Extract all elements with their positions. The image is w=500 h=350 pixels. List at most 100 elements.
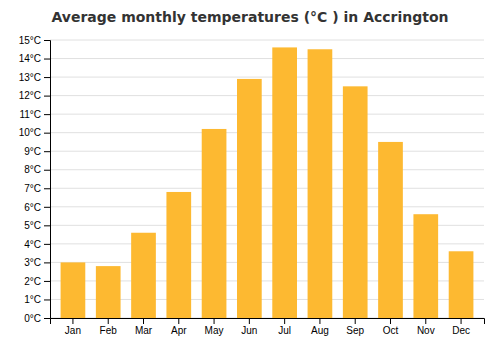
x-tick: Mar	[135, 318, 153, 336]
bars	[61, 47, 474, 318]
x-tick-mark	[108, 318, 109, 324]
y-tick: 0°C	[24, 313, 50, 324]
y-tick-mark	[44, 318, 50, 319]
y-tick-label: 5°C	[24, 220, 41, 231]
y-tick-label: 3°C	[24, 257, 41, 268]
y-tick: 3°C	[24, 257, 50, 268]
y-tick-mark	[44, 244, 50, 245]
y-tick-mark	[44, 151, 50, 152]
y-tick: 6°C	[24, 202, 50, 213]
x-tick-mark	[214, 318, 215, 324]
x-tick: Jun	[241, 318, 257, 336]
y-tick: 8°C	[24, 164, 50, 175]
grid-line	[50, 77, 484, 78]
y-tick-label: 8°C	[24, 164, 41, 175]
x-tick-label: Apr	[171, 325, 187, 336]
y-tick-mark	[44, 133, 50, 134]
x-tick-mark	[319, 318, 320, 324]
grid-line	[50, 95, 484, 96]
grid	[50, 40, 484, 318]
y-tick-label: 0°C	[24, 313, 41, 324]
y-tick-label: 12°C	[19, 90, 41, 101]
x-tick: Jul	[278, 318, 291, 336]
y-tick-label: 13°C	[19, 72, 41, 83]
y-tick-mark	[44, 77, 50, 78]
y-axis-line	[44, 41, 51, 319]
y-tick: 11°C	[19, 109, 50, 120]
bar	[272, 47, 297, 318]
y-tick-mark	[44, 170, 50, 171]
grid-line	[50, 169, 484, 170]
y-tick-label: 4°C	[24, 239, 41, 250]
x-tick-mark	[425, 318, 426, 324]
y-tick: 10°C	[19, 127, 50, 138]
grid-line	[50, 188, 484, 189]
y-tick: 9°C	[24, 146, 50, 157]
grid-line	[50, 206, 484, 207]
y-tick: 14°C	[19, 53, 50, 64]
x-tick: Sep	[346, 318, 364, 336]
x-tick-label: Sep	[346, 325, 364, 336]
x-axis-line	[51, 319, 485, 325]
bar	[96, 266, 121, 318]
y-tick-mark	[44, 114, 50, 115]
y-tick: 15°C	[19, 35, 50, 46]
chart: 0°C 1°C 2°C 3°C 4°C 5°C 6°C 7°C 8°C 9°C 10°C 11°C 12…	[0, 0, 500, 350]
y-tick-mark	[44, 225, 50, 226]
x-tick-label: May	[205, 325, 224, 336]
bar	[166, 192, 191, 318]
y-tick-label: 11°C	[19, 109, 41, 120]
x-tick-label: Mar	[135, 325, 153, 336]
y-tick: 12°C	[19, 90, 50, 101]
y-tick-mark	[44, 281, 50, 282]
grid-line	[50, 114, 484, 115]
x-tick-mark	[461, 318, 462, 324]
x-tick-label: Aug	[311, 325, 329, 336]
y-tick-label: 9°C	[24, 146, 41, 157]
x-axis: Jan Feb Mar Apr May Jun Jul Aug Sep Oct Nov Dec	[51, 318, 485, 336]
x-tick: Feb	[100, 318, 118, 336]
y-tick-mark	[44, 262, 50, 263]
bar	[378, 142, 403, 318]
x-tick-label: Nov	[417, 325, 435, 336]
y-tick: 13°C	[19, 72, 50, 83]
y-tick-mark	[44, 299, 50, 300]
x-tick: May	[205, 318, 224, 336]
bar	[343, 86, 368, 318]
grid-line	[50, 58, 484, 59]
y-tick: 7°C	[24, 183, 50, 194]
bar	[449, 251, 474, 318]
y-tick-label: 2°C	[24, 276, 41, 287]
x-tick-label: Dec	[452, 325, 470, 336]
x-tick-label: Jan	[65, 325, 81, 336]
bar	[131, 233, 156, 318]
y-tick-mark	[44, 188, 50, 189]
x-tick-mark	[284, 318, 285, 324]
x-tick: Apr	[171, 318, 187, 336]
grid-line	[50, 40, 484, 41]
bar	[308, 49, 333, 318]
x-tick-label: Jun	[241, 325, 257, 336]
x-tick: Dec	[452, 318, 470, 336]
x-tick: Jan	[65, 318, 81, 336]
y-tick-mark	[44, 40, 50, 41]
title: Average monthly temperatures (°C ) in Ac…	[51, 9, 448, 25]
x-tick: Oct	[383, 318, 399, 336]
y-tick-mark	[44, 59, 50, 60]
x-tick-label: Oct	[383, 325, 399, 336]
x-tick-mark	[143, 318, 144, 324]
x-tick-label: Jul	[278, 325, 291, 336]
x-tick-label: Feb	[100, 325, 118, 336]
y-tick-label: 1°C	[24, 294, 41, 305]
y-tick-label: 6°C	[24, 202, 41, 213]
y-tick: 1°C	[24, 294, 50, 305]
y-tick-label: 7°C	[24, 183, 41, 194]
grid-line	[50, 151, 484, 152]
x-tick-mark	[355, 318, 356, 324]
x-tick-mark	[390, 318, 391, 324]
bar	[202, 129, 227, 318]
x-tick-mark	[72, 318, 73, 324]
grid-line	[50, 132, 484, 133]
y-tick: 2°C	[24, 276, 50, 287]
y-tick: 5°C	[24, 220, 50, 231]
